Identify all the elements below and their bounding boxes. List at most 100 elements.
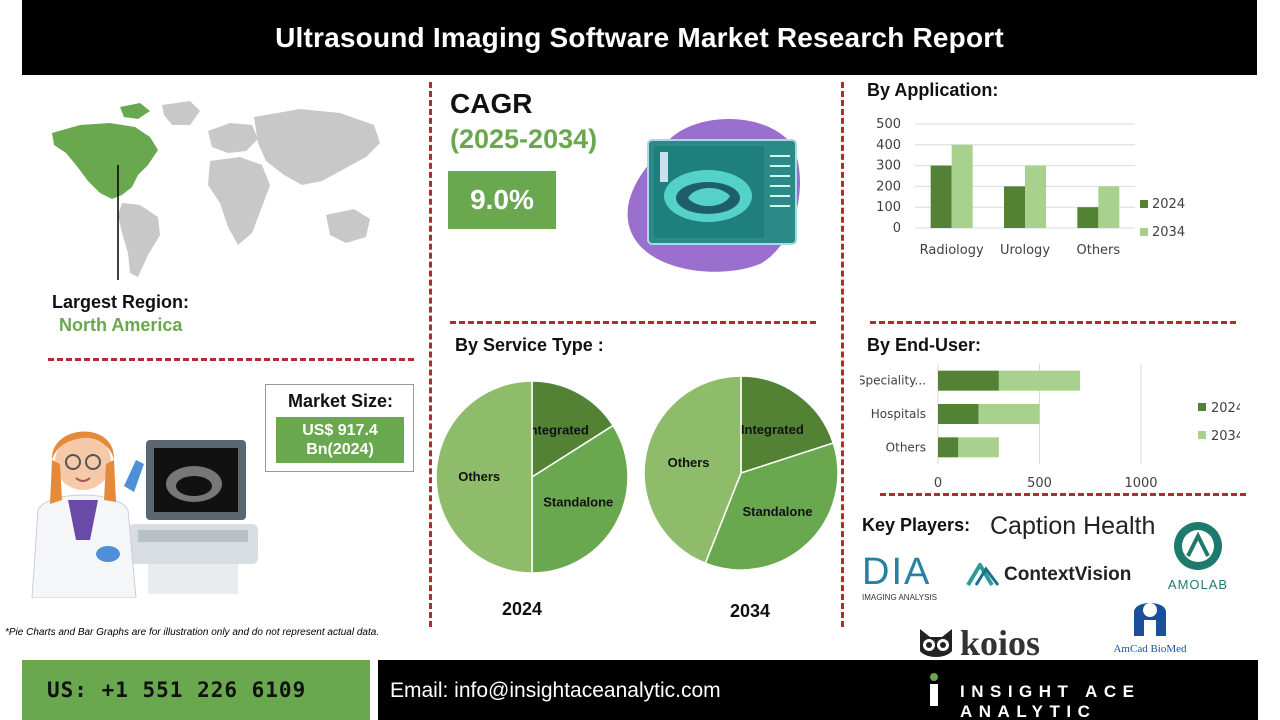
pie-2024-slice-standalone xyxy=(531,424,629,574)
pie-2034-slice-others xyxy=(643,375,742,565)
contextvision-name: ContextVision xyxy=(1004,564,1132,585)
app-ytick-label: 300 xyxy=(876,159,901,174)
eu-bar-2034 xyxy=(998,370,1081,391)
brand-icon xyxy=(930,673,938,706)
largest-region-label: Largest Region: xyxy=(52,292,190,312)
eu-legend-swatch xyxy=(1198,431,1206,439)
service-pie-2024: Integrated Standalone Others xyxy=(435,380,629,574)
end-user-bar-chart: 0 500 1000 Speciality... Hospitals Others 2024… xyxy=(860,364,1240,491)
caption-health-name: Caption Health xyxy=(990,512,1156,540)
eu-bar-2034 xyxy=(958,437,999,458)
eu-category-label: Others xyxy=(886,440,926,454)
market-size-year: Bn(2024) xyxy=(306,441,374,458)
eu-xtick-label: 500 xyxy=(1027,476,1052,491)
pie-2034-slice-standalone xyxy=(704,442,839,571)
cagr-value: 9.0% xyxy=(448,171,556,229)
doctor-with-ultrasound-illustration xyxy=(28,400,263,599)
amcad-icon xyxy=(1134,603,1166,636)
pie-2034-label-integrated: Integrated xyxy=(741,422,804,437)
app-bar-2034 xyxy=(1025,165,1046,228)
north-america-shape xyxy=(52,123,158,199)
app-ytick-label: 200 xyxy=(876,179,901,194)
market-size-label: Market Size: xyxy=(287,391,394,411)
amolab-name: AMOLAB xyxy=(1167,577,1229,592)
owl-icon xyxy=(920,629,952,657)
pie-2034-caption: 2034 xyxy=(730,601,771,621)
app-legend-swatch xyxy=(1140,228,1148,236)
contextvision-icon xyxy=(966,563,1000,587)
eu-xtick-label: 1000 xyxy=(1124,476,1157,491)
eu-bar-2034 xyxy=(978,404,1040,424)
dia-logo: DIA IMAGING ANALYSIS xyxy=(862,553,946,605)
pie-2024-label-integrated: Integrated xyxy=(526,423,589,438)
contextvision-logo: ContextVision xyxy=(966,563,1131,587)
ultrasound-monitor-illustration xyxy=(620,112,810,274)
pie-2034-label-standalone: Standalone xyxy=(742,504,812,519)
service-type-title: By Service Type : xyxy=(455,335,604,355)
caption-health-logo: Caption Health xyxy=(990,512,1155,541)
cagr-period: (2025-2034) xyxy=(450,124,598,154)
divider-end-user xyxy=(880,493,1246,496)
amolab-logo: AMOLAB xyxy=(1160,520,1236,592)
pie-2034-slice-integrated xyxy=(740,375,835,475)
market-size-value: US$ 917.4 Bn(2024) xyxy=(276,417,404,463)
pie-2034-label-others: Others xyxy=(668,455,710,470)
dia-subtitle: IMAGING ANALYSIS xyxy=(862,593,937,602)
app-bar-2024 xyxy=(1077,207,1099,228)
app-ytick-label: 500 xyxy=(876,117,901,132)
service-pie-2034: Integrated Standalone Others xyxy=(643,375,839,571)
page-title: Ultrasound Imaging Software Market Resea… xyxy=(275,21,1004,53)
divider-cagr xyxy=(450,321,816,324)
end-user-title: By End-User: xyxy=(867,335,982,355)
app-bar-2024 xyxy=(1004,186,1025,228)
app-category-label: Others xyxy=(1076,243,1120,258)
cagr-label: CAGR xyxy=(450,88,533,119)
koios-name: koios xyxy=(960,623,1041,663)
amcad-logo: AmCad BioMed xyxy=(1102,596,1198,655)
app-bar-2024 xyxy=(930,165,952,228)
eu-bar-2024 xyxy=(938,370,999,391)
divider-application xyxy=(870,321,1236,324)
eu-category-label: Speciality... xyxy=(860,374,926,388)
divider-right xyxy=(841,82,844,627)
illustration-note: *Pie Charts and Bar Graphs are for illus… xyxy=(5,627,380,638)
app-category-label: Radiology xyxy=(920,243,984,258)
dia-name: DIA xyxy=(862,551,932,593)
footer-email[interactable]: Email: info@insightaceanalytic.com xyxy=(390,679,721,702)
footer-phone[interactable]: US: +1 551 226 6109 xyxy=(22,660,370,720)
market-size-amount: US$ 917.4 xyxy=(302,422,378,439)
header-bar: Ultrasound Imaging Software Market Resea… xyxy=(22,0,1257,75)
eu-legend-label: 2034 xyxy=(1211,429,1240,444)
app-ytick-label: 400 xyxy=(876,138,901,153)
application-bar-chart: 0 100 200 300 400 500 Radiology Urology Others 20… xyxy=(876,117,1185,258)
eu-bar-2024 xyxy=(938,404,979,424)
eu-bar-2024 xyxy=(938,437,959,458)
divider-left xyxy=(429,82,432,627)
key-players-title: Key Players: xyxy=(862,515,971,535)
app-legend-label: 2024 xyxy=(1152,197,1185,212)
app-legend-swatch xyxy=(1140,200,1148,208)
largest-region-value: North America xyxy=(59,315,183,335)
app-ytick-label: 0 xyxy=(893,221,901,236)
pie-2024-caption: 2024 xyxy=(502,599,543,619)
pie-2024-slice-integrated xyxy=(531,380,615,479)
pie-2024-slice-others xyxy=(435,380,533,574)
app-bar-2034 xyxy=(951,144,973,228)
eu-legend-swatch xyxy=(1198,403,1206,411)
divider-region xyxy=(48,358,414,361)
eu-xtick-label: 0 xyxy=(934,476,942,491)
pie-2024-label-standalone: Standalone xyxy=(543,494,613,509)
app-bar-2034 xyxy=(1098,186,1120,228)
eu-category-label: Hospitals xyxy=(871,407,926,421)
app-legend-label: 2034 xyxy=(1152,225,1185,240)
eu-legend-label: 2024 xyxy=(1211,401,1240,416)
market-size-box: Market Size: US$ 917.4 Bn(2024) xyxy=(265,384,414,472)
app-category-label: Urology xyxy=(1000,243,1050,258)
amcad-name: AmCad BioMed xyxy=(1113,643,1187,655)
application-title: By Application: xyxy=(867,80,999,100)
amolab-icon xyxy=(1174,522,1222,570)
world-map xyxy=(40,95,390,290)
footer-brand: INSIGHT ACE ANALYTIC xyxy=(960,682,1141,720)
footer-bar: Email: info@insightaceanalytic.com INSIG… xyxy=(378,660,1258,720)
app-ytick-label: 100 xyxy=(876,200,901,215)
